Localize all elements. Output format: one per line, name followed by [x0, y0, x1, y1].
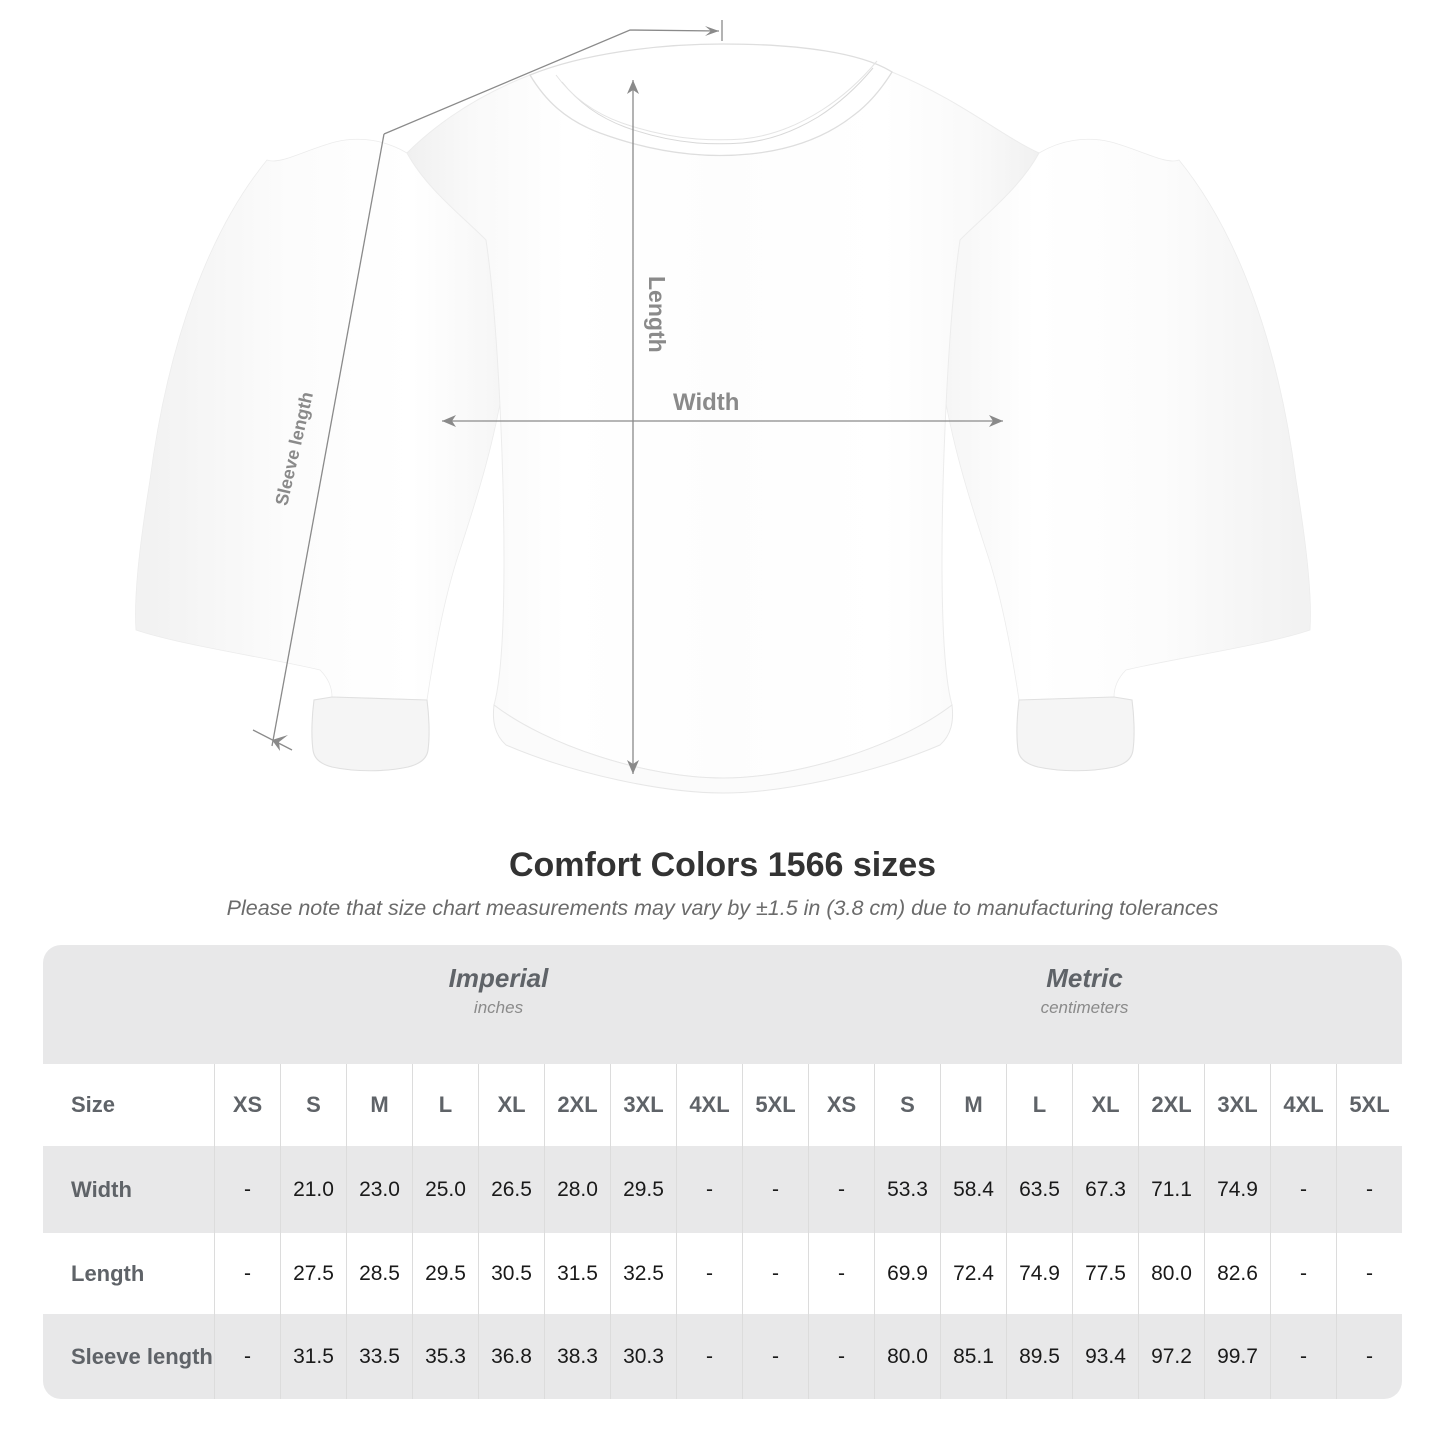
svg-text:Length: Length — [644, 276, 670, 353]
svg-text:Width: Width — [673, 389, 739, 416]
